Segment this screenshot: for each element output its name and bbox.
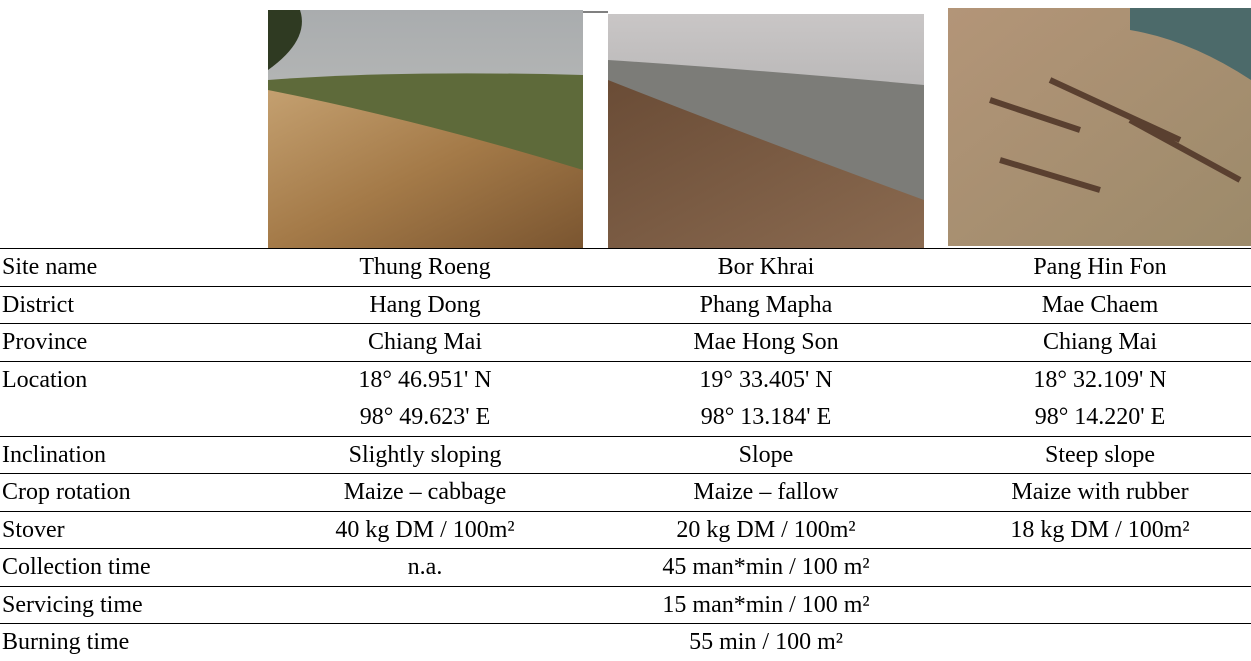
cell-text: 19° 33.405' N	[699, 366, 833, 393]
table-cell: Hang Dong	[265, 287, 585, 325]
table-cell: 18° 32.109' N 98° 14.220' E	[940, 362, 1251, 437]
table-cell: Chiang Mai	[265, 324, 585, 362]
table-row: Crop rotation Maize – cabbage Maize – fall…	[0, 473, 1251, 511]
table-cell: 19° 33.405' N 98° 13.184' E	[606, 362, 926, 437]
row-label: District	[2, 291, 74, 318]
cell-text: Slope	[738, 441, 794, 468]
table-cell: Mae Hong Son	[606, 324, 926, 362]
row-label: Collection time	[2, 554, 151, 580]
cell-text: Mae Hong Son	[693, 329, 839, 355]
table-cell: 55 min / 100 m²	[606, 624, 926, 661]
cell-text: Maize with rubber	[1011, 479, 1189, 505]
table-cell: 18° 46.951' N 98° 49.623' E	[265, 362, 585, 437]
table-cell: 40 kg DM / 100m²	[265, 512, 585, 550]
row-label: Crop rotation	[2, 479, 131, 505]
table-cell: Maize with rubber	[940, 474, 1251, 512]
table-cell: Mae Chaem	[940, 287, 1251, 325]
cell-text: 98° 49.623' E	[359, 404, 491, 430]
cell-text: Slightly sloping	[348, 441, 502, 468]
table-cell: 18 kg DM / 100m²	[940, 512, 1251, 550]
table-row: Province Chiang Mai Mae Hong Son Chiang Mai	[0, 323, 1251, 361]
table-cell: Maize – cabbage	[265, 474, 585, 512]
row-label: Site name	[2, 254, 98, 280]
cell-text: Chiang Mai	[1043, 329, 1157, 355]
photo	[268, 10, 583, 248]
table-cell: Thung Roeng	[265, 249, 585, 287]
photo	[608, 14, 924, 248]
cell-text: Chiang Mai	[368, 329, 482, 355]
cell-text: 18° 32.109' N	[1033, 366, 1167, 393]
cell-text: 20 kg DM / 100m²	[676, 516, 856, 543]
table-row: Site name Thung Roeng Bor Khrai Pang Hin Fo…	[0, 248, 1251, 286]
cell-text: Maize – fallow	[693, 479, 839, 505]
table-row: Stover 40 kg DM / 100m² 20 kg DM / 100m² 18…	[0, 510, 1251, 550]
cell-text: 98° 13.184' E	[700, 404, 832, 430]
row-label: Inclination	[2, 441, 106, 468]
table-row: Collection time n.a. 45 man*min / 100 m²	[0, 548, 1251, 586]
cell-text: n.a.	[407, 554, 443, 580]
cell-text: 15 man*min / 100 m²	[662, 591, 870, 618]
cell-text: 45 man*min / 100 m²	[662, 554, 870, 580]
table-cell: Pang Hin Fon	[940, 249, 1251, 287]
cell-text: 18 kg DM / 100m²	[1010, 516, 1190, 543]
cell-text: Pang Hin Fon	[1033, 254, 1167, 280]
table-cell: 15 man*min / 100 m²	[606, 587, 926, 625]
table-cell: Slightly sloping	[265, 437, 585, 475]
cell-text: 98° 14.220' E	[1034, 404, 1166, 430]
row-label: Burning time	[2, 629, 130, 655]
cell-text: Phang Mapha	[699, 291, 833, 318]
table-cell: n.a.	[265, 549, 585, 587]
row-label: Servicing time	[2, 591, 143, 618]
table-cell: Chiang Mai	[940, 324, 1251, 362]
table-row: Inclination Slightly sloping Slope Steep sl…	[0, 435, 1251, 475]
table-row: Burning time 55 min / 100 m²	[0, 623, 1251, 661]
table-cell: Steep slope	[940, 437, 1251, 475]
cell-text: Hang Dong	[369, 291, 481, 318]
cell-text: 18° 46.951' N	[358, 366, 492, 393]
table-cell: Bor Khrai	[606, 249, 926, 287]
cell-text: 40 kg DM / 100m²	[335, 516, 515, 543]
table-cell: 45 man*min / 100 m²	[606, 549, 926, 587]
cell-text: Maize – cabbage	[343, 479, 507, 505]
cell-text: Bor Khrai	[717, 254, 815, 280]
cell-text: Steep slope	[1045, 441, 1155, 468]
table-row: District Hang Dong Phang Mapha Mae Chaem	[0, 285, 1251, 325]
cell-text: 55 min / 100 m²	[689, 629, 843, 655]
photo	[948, 8, 1251, 246]
row-label: Stover	[2, 516, 65, 543]
table-row: Servicing time 15 man*min / 100 m²	[0, 585, 1251, 625]
table-cell: 20 kg DM / 100m²	[606, 512, 926, 550]
photos	[268, 8, 1251, 248]
table-cell: Maize – fallow	[606, 474, 926, 512]
row-label: Province	[2, 329, 88, 355]
cell-text: Mae Chaem	[1041, 291, 1159, 318]
row-label: Location	[2, 366, 88, 393]
table-cell: Slope	[606, 437, 926, 475]
table-cell: Phang Mapha	[606, 287, 926, 325]
cell-text: Thung Roeng	[359, 254, 491, 280]
table-row: Location 18° 46.951' N 98° 49.623' E 19° 33…	[0, 360, 1251, 437]
